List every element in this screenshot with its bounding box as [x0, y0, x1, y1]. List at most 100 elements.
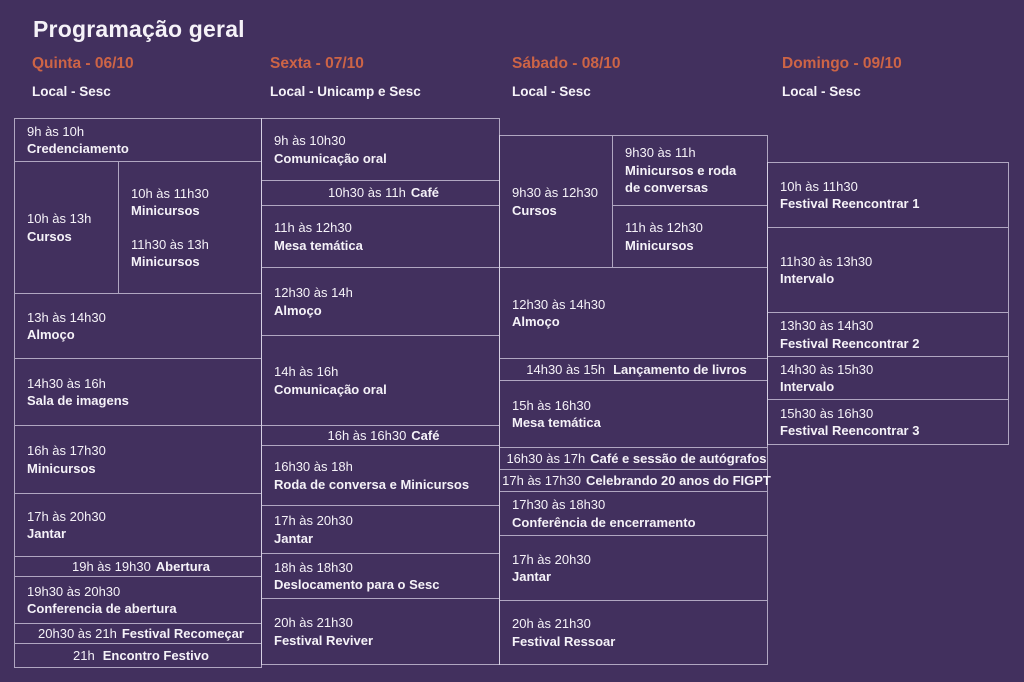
- schedule-cell: 17h às 20h30 Jantar: [262, 506, 499, 554]
- event-time: 12h30 às 14h30: [512, 296, 606, 312]
- event-title: Festival Ressoar: [512, 633, 616, 649]
- schedule-row-split: 9h30 às 12h30 Cursos 9h30 às 11h Minicur…: [500, 136, 767, 268]
- schedule-cell: 17h às 20h30 Jantar: [500, 536, 767, 601]
- event-time: 9h às 10h30: [274, 133, 346, 148]
- schedule-cell: 9h às 10h30 Comunicação oral: [262, 119, 499, 181]
- event-time: 17h às 20h30: [274, 513, 353, 528]
- event-time: 14h30 às 15h30: [780, 361, 874, 377]
- event-time: 15h às 16h30: [512, 397, 591, 413]
- event-time: 15h30 às 16h30: [780, 405, 874, 421]
- schedule-cell: 11h às 12h30 Minicursos: [613, 206, 767, 267]
- event-time: 16h30 às 17h: [506, 450, 586, 466]
- day-name: Domingo - 09/10: [782, 55, 902, 72]
- day-location: Local - Sesc: [32, 84, 111, 99]
- event-title: Café e sessão de autógrafos: [590, 450, 767, 466]
- event-title: Lançamento de livros: [613, 361, 747, 377]
- event-title: Roda de conversa e Minicursos: [274, 476, 470, 492]
- event-time: 18h às 18h30: [274, 559, 353, 575]
- event-time: 16h às 17h30: [27, 443, 106, 458]
- schedule-cell: 11h às 12h30 Mesa temática: [262, 206, 499, 268]
- schedule-cell: 20h às 21h30 Festival Ressoar: [500, 601, 767, 664]
- event-title: Cursos: [27, 228, 72, 244]
- schedule-cell: 17h às 20h30 Jantar: [15, 494, 261, 557]
- schedule-cell: 13h às 14h30 Almoço: [15, 294, 261, 359]
- schedule-cell: 10h30 às 11h Café: [262, 181, 499, 206]
- event-title: Minicursos e roda de conversas: [625, 162, 737, 196]
- event-time: 11h30 às 13h30: [780, 253, 873, 269]
- schedule-cell: 16h às 16h30 Café: [262, 426, 499, 446]
- schedule-substack: 9h30 às 11h Minicursos e roda de convers…: [613, 136, 767, 267]
- schedule-cell: 9h30 às 11h Minicursos e roda de convers…: [613, 136, 767, 206]
- event-time: 9h30 às 11h: [625, 145, 696, 161]
- day-location: Local - Sesc: [782, 84, 861, 99]
- event-time: 13h às 14h30: [27, 309, 106, 325]
- event-time: 9h30 às 12h30: [512, 185, 599, 200]
- schedule-cell: 18h às 18h30 Deslocamento para o Sesc: [262, 554, 499, 599]
- schedule-cell: 10h às 13h Cursos: [15, 162, 119, 293]
- event-title: Café: [410, 185, 440, 201]
- event-title: Jantar: [27, 526, 67, 541]
- schedule-cell: 14h às 16h Comunicação oral: [262, 336, 499, 426]
- day-header-quinta: Quinta - 06/10 Local - Sesc: [32, 55, 134, 99]
- day-location: Local - Sesc: [512, 84, 591, 99]
- day-header-domingo: Domingo - 09/10 Local - Sesc: [782, 55, 902, 99]
- event-title: Almoço: [27, 327, 75, 342]
- schedule-cell: 16h30 às 18h Roda de conversa e Minicurs…: [262, 446, 499, 506]
- schedule-column-sabado: 9h30 às 12h30 Cursos 9h30 às 11h Minicur…: [499, 135, 771, 665]
- event-title: Mesa temática: [512, 415, 601, 430]
- schedule-column-sexta: 9h às 10h30 Comunicação oral 10h30 às 11…: [261, 118, 500, 665]
- schedule-cell: 12h30 às 14h30 Almoço: [500, 268, 767, 359]
- event-time: 11h às 12h30: [274, 220, 352, 235]
- schedule-column-quinta: 9h às 10h Credenciamento 10h às 13h Curs…: [14, 118, 262, 668]
- schedule-cell: 17h às 17h30 Celebrando 20 anos do FIGPT: [500, 470, 771, 492]
- event-time: 17h às 17h30: [502, 472, 581, 488]
- schedule-cell: 19h30 às 20h30 Conferencia de abertura: [15, 577, 261, 624]
- event-title: Café: [411, 427, 440, 443]
- schedule-cell: 14h30 às 15h Lançamento de livros: [500, 359, 767, 381]
- schedule-cell: 20h às 21h30 Festival Reviver: [262, 599, 499, 664]
- schedule-cell: 21h Encontro Festivo: [15, 644, 261, 667]
- event-time: 17h às 20h30: [512, 551, 591, 567]
- day-header-sexta: Sexta - 07/10 Local - Unicamp e Sesc: [270, 55, 421, 99]
- schedule-cell: 11h30 às 13h30 Intervalo: [768, 228, 1008, 313]
- event-title: Jantar: [512, 569, 552, 584]
- schedule-subevent: 10h às 11h30 Minicursos: [131, 185, 255, 220]
- day-header-sabado: Sábado - 08/10 Local - Sesc: [512, 55, 621, 99]
- schedule-cell: 15h30 às 16h30 Festival Reencontrar 3: [768, 400, 1008, 444]
- event-time: 10h às 13h: [27, 211, 92, 226]
- event-time: 16h30 às 18h: [274, 459, 353, 474]
- event-title: Jantar: [274, 530, 314, 546]
- event-time: 10h às 11h30: [780, 178, 858, 194]
- event-title: Festival Recomeçar: [121, 625, 244, 641]
- event-title: Conferencia de abertura: [27, 601, 177, 616]
- event-time: 9h às 10h: [27, 123, 85, 139]
- event-time: 20h às 21h30: [274, 615, 353, 630]
- event-title: Mesa temática: [274, 237, 363, 253]
- schedule-subevent: 11h30 às 13h Minicursos: [131, 236, 255, 271]
- event-time: 20h30 às 21h: [38, 625, 117, 641]
- schedule-cell: 19h às 19h30 Abertura: [15, 557, 261, 577]
- event-title: Intervalo: [780, 379, 835, 394]
- day-name: Quinta - 06/10: [32, 55, 134, 72]
- event-title: Deslocamento para o Sesc: [274, 577, 440, 592]
- schedule-cell: 10h às 11h30 Minicursos 11h30 às 13h Min…: [119, 162, 261, 293]
- schedule-cell: 9h30 às 12h30 Cursos: [500, 136, 613, 267]
- event-title: Abertura: [155, 558, 210, 574]
- event-title: Almoço: [274, 302, 322, 318]
- page-title: Programação geral: [33, 16, 245, 42]
- day-location: Local - Unicamp e Sesc: [270, 84, 421, 99]
- event-time: 13h30 às 14h30: [780, 318, 874, 333]
- event-time: 17h às 20h30: [27, 508, 106, 524]
- schedule-cell: 20h30 às 21h Festival Recomeçar: [15, 624, 261, 644]
- event-title: Minicursos: [625, 237, 694, 253]
- day-name: Sexta - 07/10: [270, 55, 364, 72]
- schedule-cell: 9h às 10h Credenciamento: [15, 119, 261, 162]
- schedule-cell: 12h30 às 14h Almoço: [262, 268, 499, 336]
- schedule-cell: 13h30 às 14h30 Festival Reencontrar 2: [768, 313, 1008, 357]
- schedule-cell: 17h30 às 18h30 Conferência de encerramen…: [500, 492, 767, 536]
- event-time: 14h30 às 15h: [526, 361, 606, 377]
- event-time: 10h às 11h30: [131, 185, 209, 201]
- event-title: Festival Reviver: [274, 632, 374, 648]
- event-title: Minicursos: [131, 254, 200, 269]
